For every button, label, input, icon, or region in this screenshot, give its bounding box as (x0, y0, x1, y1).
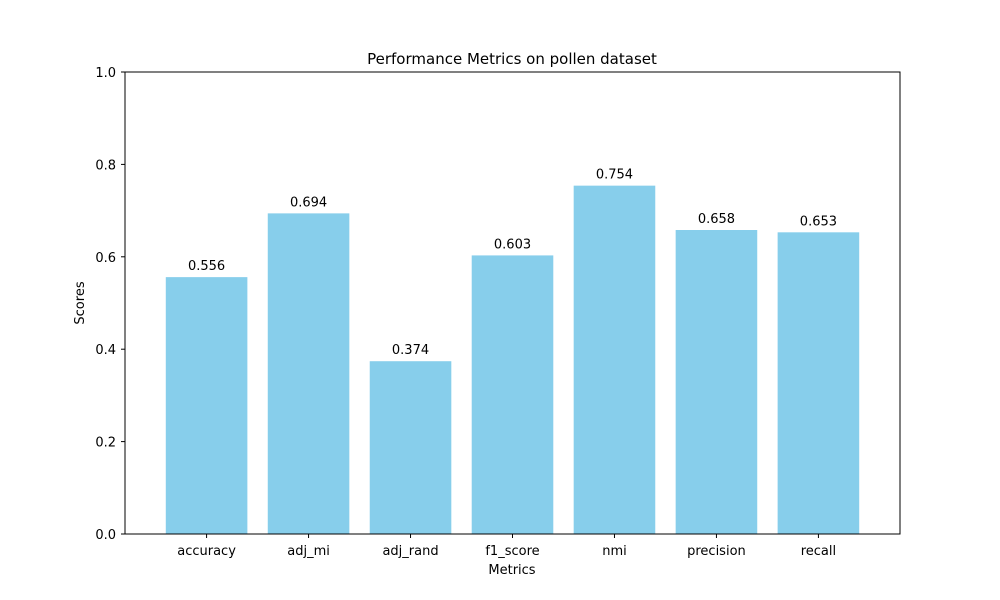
bar-nmi (573, 185, 656, 535)
x-axis-label: Metrics (488, 563, 535, 578)
bar-adj_rand (369, 361, 452, 534)
value-labels-group: 0.556 0.694 0.374 0.603 0.754 0.658 0.653 (188, 168, 837, 359)
x-tick-label-adj_rand: adj_rand (382, 544, 438, 559)
y-tick-label: 0.4 (95, 343, 116, 358)
value-label-adj_rand: 0.374 (392, 343, 429, 358)
x-axis-ticks: accuracy adj_mi adj_rand f1_score nmi precisi… (177, 534, 836, 559)
x-tick-label-recall: recall (801, 544, 836, 559)
bar-f1_score (471, 255, 554, 534)
value-label-precision: 0.658 (698, 212, 735, 227)
y-tick-label: 0.2 (95, 436, 116, 451)
y-tick-label: 1.0 (95, 66, 116, 81)
x-tick-label-accuracy: accuracy (177, 544, 236, 559)
value-label-f1_score: 0.603 (494, 237, 531, 252)
bars-group (165, 185, 860, 535)
x-tick-label-precision: precision (687, 544, 746, 559)
y-tick-label: 0.0 (95, 528, 116, 543)
value-label-nmi: 0.754 (596, 168, 633, 183)
plot-frame (124, 71, 901, 535)
value-label-accuracy: 0.556 (188, 259, 225, 274)
x-tick-label-f1_score: f1_score (485, 544, 539, 559)
x-tick-label-adj_mi: adj_mi (287, 544, 330, 559)
chart-title: Performance Metrics on pollen dataset (367, 50, 657, 68)
y-tick-label: 0.8 (95, 158, 116, 173)
y-axis-label: Scores (73, 281, 88, 324)
bar-precision (675, 230, 758, 534)
value-label-adj_mi: 0.694 (290, 195, 327, 210)
x-tick-label-nmi: nmi (602, 544, 627, 559)
y-tick-label: 0.6 (95, 251, 116, 266)
value-label-recall: 0.653 (800, 214, 837, 229)
y-axis-ticks: 0.0 0.2 0.4 0.6 0.8 1.0 (95, 66, 125, 543)
bar-accuracy (165, 277, 248, 534)
bar-adj_mi (267, 213, 350, 534)
bar-recall (777, 232, 860, 534)
